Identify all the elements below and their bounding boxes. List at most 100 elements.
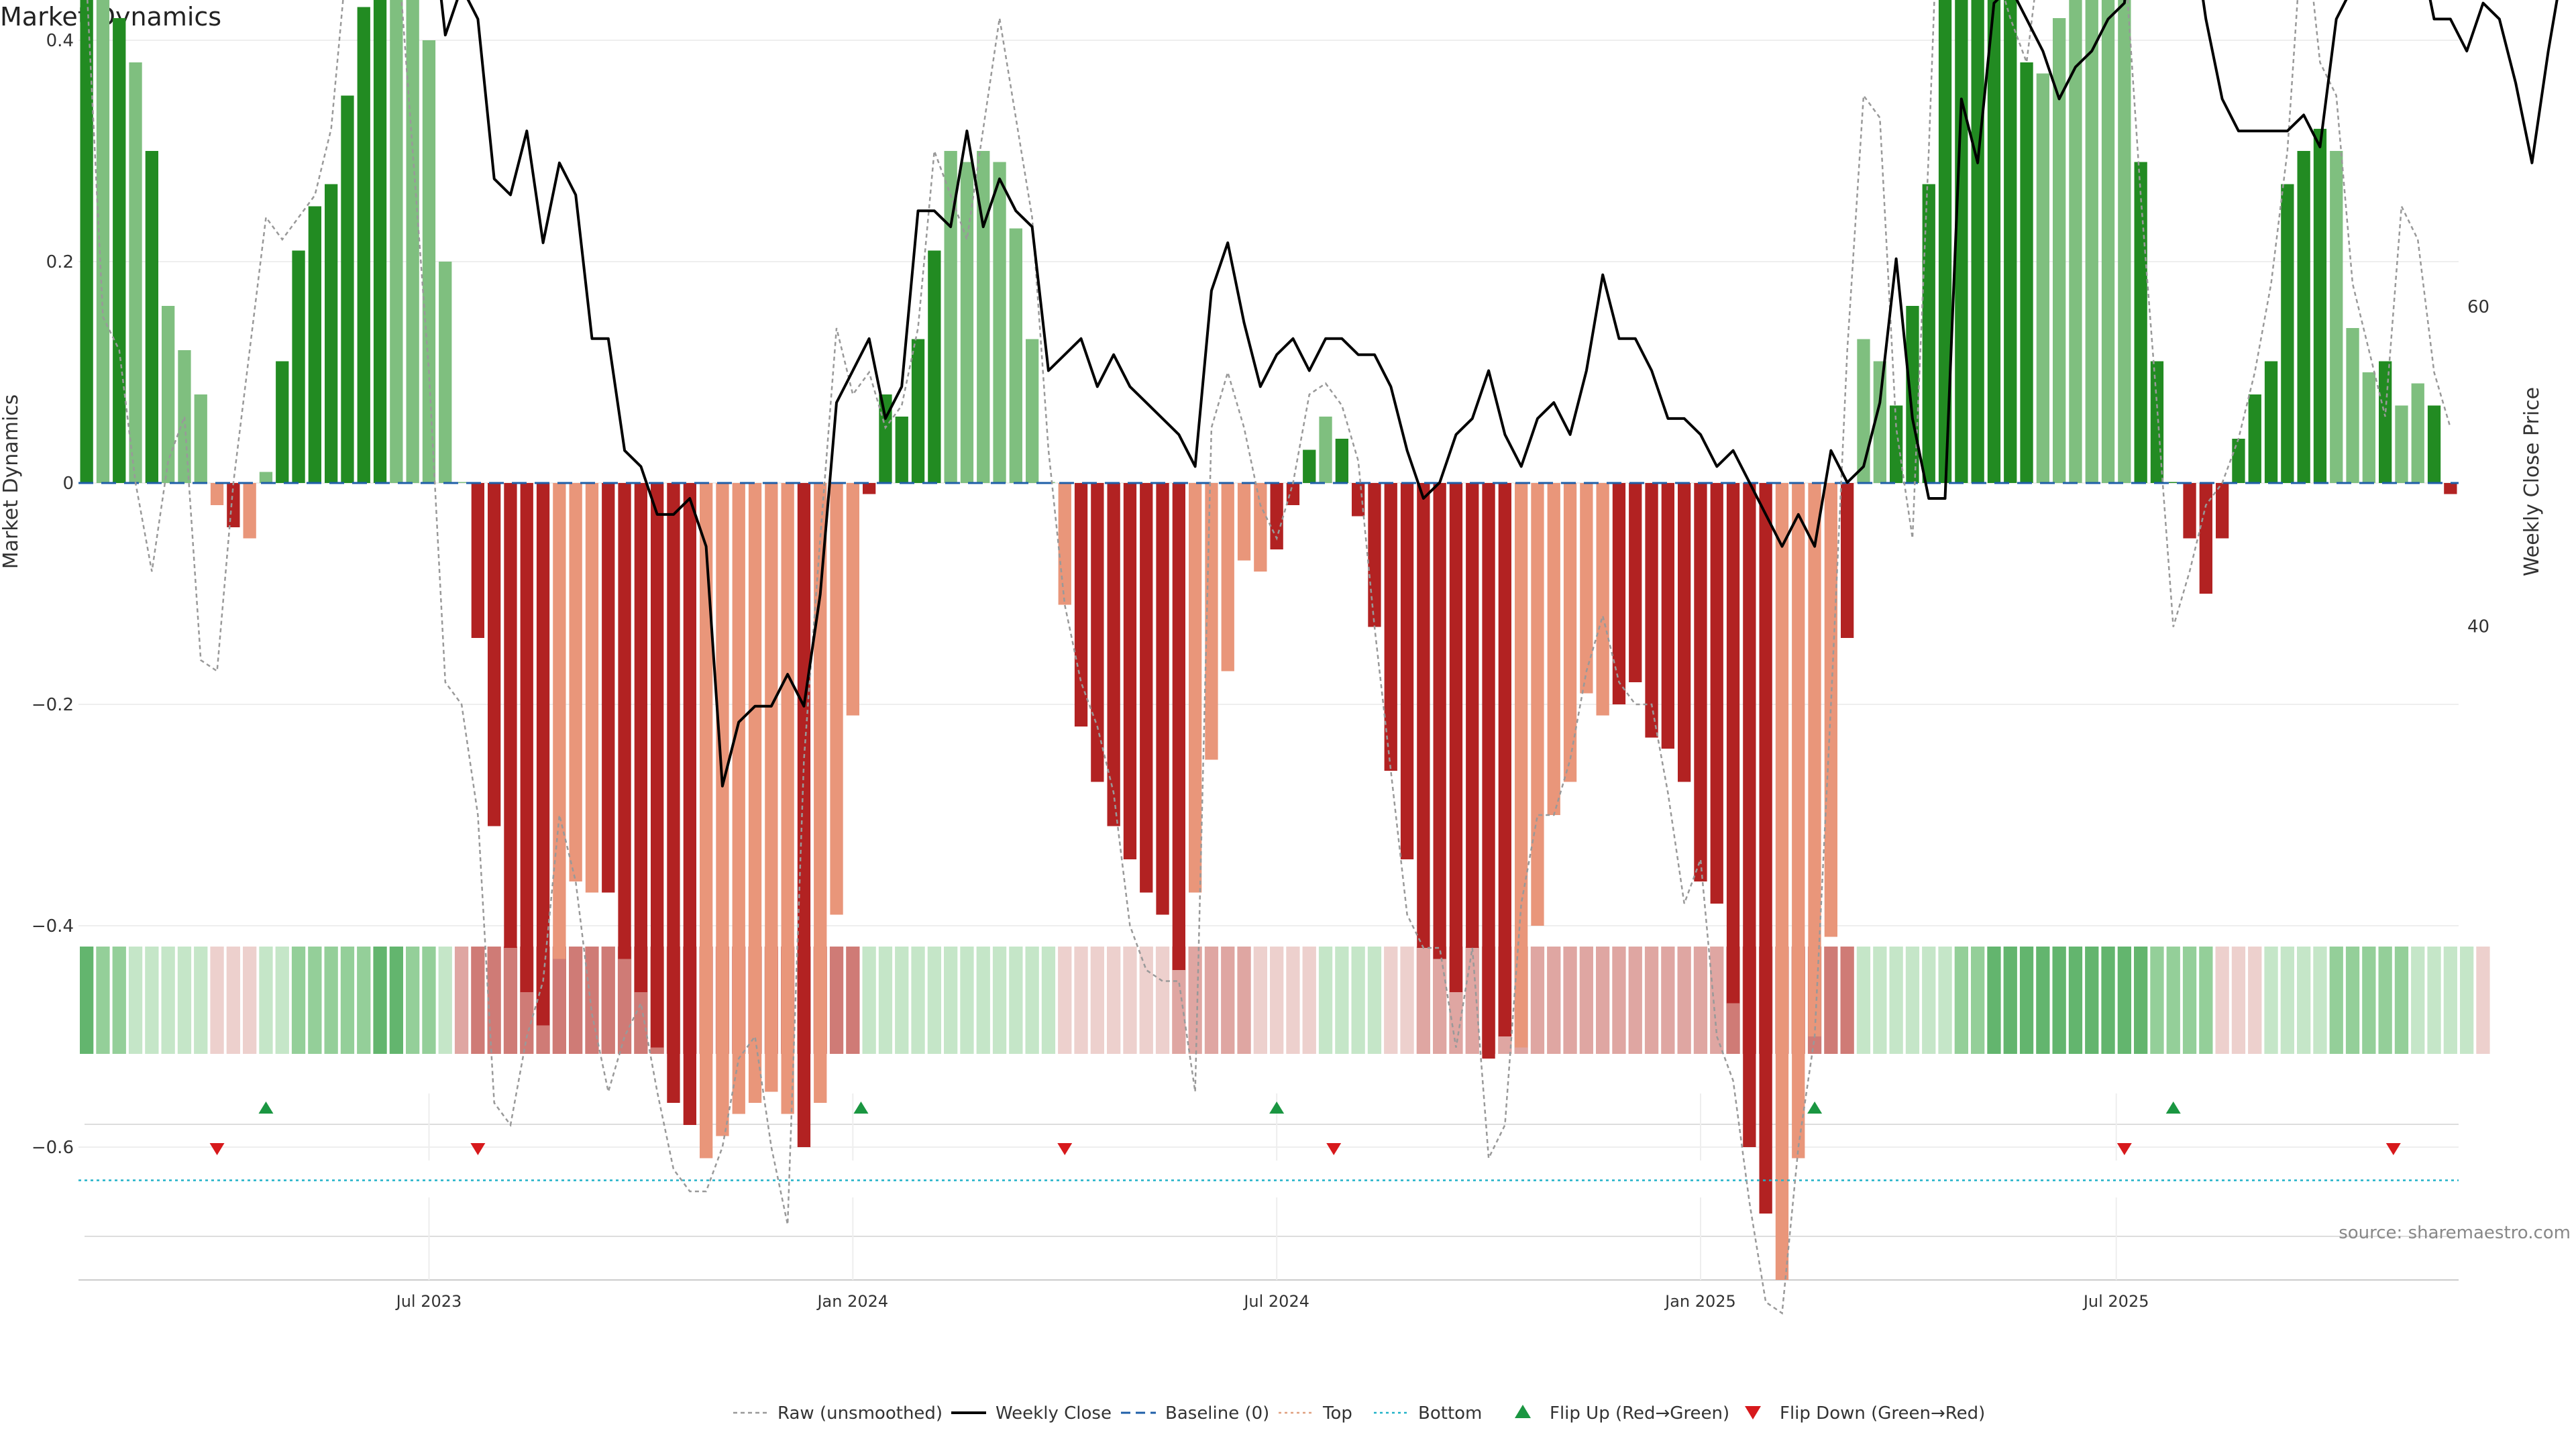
bar-89 [1531, 483, 1544, 926]
bar-44 [797, 483, 811, 1147]
heat-cell-71 [1237, 947, 1251, 1054]
flip-down-marker-0 [209, 1143, 225, 1155]
bar-57 [1009, 228, 1022, 483]
bar-63 [1107, 483, 1120, 826]
left-tick-6: −0.6 [32, 1138, 74, 1158]
legend-label-6: Flip Down (Green→Red) [1780, 1403, 1985, 1424]
heat-cell-83 [1433, 947, 1447, 1054]
legend-label-3: Top [1322, 1403, 1352, 1424]
heat-cell-119 [2019, 947, 2034, 1054]
bar-90 [1547, 483, 1560, 815]
bar-6 [178, 350, 191, 483]
heat-cell-57 [1009, 947, 1023, 1054]
heat-cell-70 [1221, 947, 1235, 1054]
bar-47 [846, 483, 859, 716]
bar-36 [667, 483, 680, 1103]
bar-119 [2020, 62, 2033, 483]
bar-80 [1384, 483, 1397, 771]
heat-cell-74 [1286, 947, 1300, 1054]
heat-cell-58 [1025, 947, 1039, 1054]
heat-cell-137 [2313, 947, 2327, 1054]
heat-cell-100 [1710, 947, 1724, 1054]
heat-cell-32 [601, 947, 615, 1054]
bar-39 [716, 483, 729, 1136]
bar-87 [1498, 483, 1511, 1036]
bar-30 [569, 483, 582, 881]
bar-137 [2313, 129, 2327, 483]
bar-13 [292, 250, 305, 483]
bar-60 [1058, 483, 1071, 605]
bar-115 [1955, 0, 1968, 483]
heat-cell-9 [226, 947, 240, 1054]
bar-118 [2004, 0, 2017, 483]
legend-label-5: Flip Up (Red→Green) [1550, 1403, 1729, 1424]
heat-cell-56 [992, 947, 1007, 1054]
heat-cell-145 [2443, 947, 2457, 1054]
heat-cell-47 [846, 947, 860, 1054]
heat-cell-129 [2182, 947, 2197, 1054]
heat-cell-7 [194, 947, 208, 1054]
heat-cell-18 [373, 947, 387, 1054]
heat-cell-21 [422, 947, 436, 1054]
heat-cell-99 [1693, 947, 1708, 1054]
bar-121 [2053, 18, 2066, 483]
heat-cell-140 [2362, 947, 2376, 1054]
bar-56 [993, 162, 1006, 483]
heat-cell-52 [927, 947, 941, 1054]
bar-16 [341, 95, 354, 483]
bar-52 [928, 250, 941, 483]
bar-71 [1237, 483, 1251, 561]
flip-up-marker-4 [2165, 1102, 2181, 1114]
bar-96 [1645, 483, 1658, 738]
bar-98 [1678, 483, 1691, 782]
heat-cell-22 [438, 947, 452, 1054]
bar-22 [439, 262, 452, 483]
bar-132 [2232, 439, 2245, 483]
bar-106 [1808, 483, 1821, 1036]
bar-114 [1938, 0, 1952, 483]
heat-cell-63 [1107, 947, 1121, 1054]
heat-cell-61 [1074, 947, 1088, 1054]
flip-down-marker-2 [1057, 1143, 1073, 1155]
bar-45 [814, 483, 827, 1103]
bar-24 [471, 483, 484, 638]
reference-lines [78, 482, 2459, 1181]
bar-38 [700, 483, 713, 1159]
bar-34 [634, 483, 647, 992]
bar-64 [1123, 483, 1137, 859]
heat-cell-17 [357, 947, 371, 1054]
heat-cell-23 [454, 947, 469, 1054]
heat-cell-49 [878, 947, 893, 1054]
heat-cell-112 [1905, 947, 1920, 1054]
bars [80, 0, 2457, 1280]
bar-19 [390, 0, 403, 483]
heat-cell-125 [2117, 947, 2131, 1054]
source-note: source: sharemaestro.com [2339, 1223, 2571, 1243]
left-tick-1: 0.4 [46, 31, 74, 51]
heat-cell-117 [1987, 947, 2001, 1054]
bar-122 [2069, 0, 2082, 483]
bar-110 [1873, 361, 1886, 483]
bar-4 [145, 151, 158, 483]
bar-43 [781, 483, 794, 1114]
bar-2 [113, 18, 126, 483]
x-tick-2: Jul 2024 [1242, 1292, 1309, 1311]
bar-61 [1074, 483, 1088, 727]
heat-cell-1 [96, 947, 110, 1054]
legend-label-2: Baseline (0) [1165, 1403, 1269, 1424]
bar-108 [1841, 483, 1854, 638]
heat-cell-13 [291, 947, 306, 1054]
bar-9 [227, 483, 240, 527]
bar-125 [2118, 0, 2131, 483]
legend: Raw (unsmoothed) Weekly Close Baseline (0)… [733, 1403, 1985, 1424]
bar-51 [911, 339, 925, 483]
heat-cell-133 [2248, 947, 2262, 1054]
legend-label-1: Weekly Close [996, 1403, 1112, 1424]
bar-124 [2101, 0, 2115, 483]
bar-17 [357, 7, 370, 483]
bar-133 [2248, 394, 2261, 483]
bar-135 [2281, 184, 2294, 483]
bar-102 [1743, 483, 1756, 1147]
bar-25 [488, 483, 501, 826]
heat-cell-90 [1547, 947, 1561, 1054]
